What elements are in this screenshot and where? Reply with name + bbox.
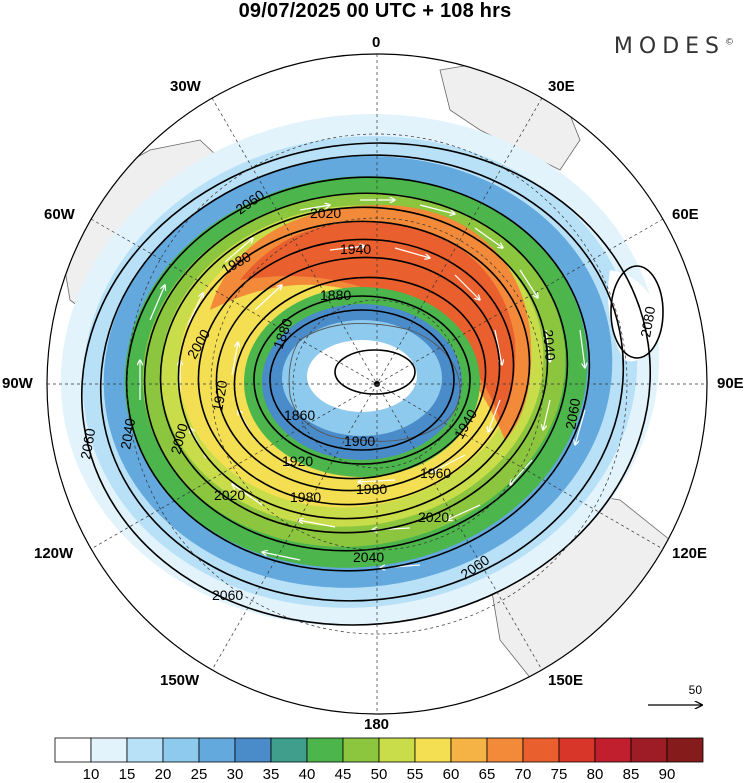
colorbar-swatch bbox=[450, 737, 488, 763]
colorbar-tick-label: 20 bbox=[154, 766, 172, 783]
modes-logo: MODES© bbox=[614, 34, 734, 59]
colorbar-tick-label: 75 bbox=[550, 766, 568, 783]
lon-label-0: 0 bbox=[372, 34, 381, 51]
colorbar-tick-label: 15 bbox=[118, 766, 136, 783]
colorbar-tick-label: 85 bbox=[622, 766, 640, 783]
graticule bbox=[47, 54, 707, 714]
colorbar-swatch bbox=[306, 737, 344, 763]
colorbar-swatch bbox=[234, 737, 272, 763]
lon-label-30w: 30W bbox=[170, 78, 201, 95]
contour-label-2040: 2040 bbox=[117, 417, 138, 451]
contour-label-1920b: 1920 bbox=[209, 379, 230, 413]
colorbar-swatch bbox=[522, 737, 560, 763]
colorbar-tick-label: 65 bbox=[478, 766, 496, 783]
colorbar-tick-label: 50 bbox=[370, 766, 388, 783]
map-title: 09/07/2025 00 UTC + 108 hrs bbox=[238, 0, 512, 22]
colorbar-tick-label: 25 bbox=[190, 766, 208, 783]
colorbar-tick-label: 70 bbox=[514, 766, 532, 783]
contour-label-2020: 2020 bbox=[310, 205, 341, 221]
colorbar-tick-label: 10 bbox=[82, 766, 100, 783]
lon-label-150w: 150W bbox=[160, 672, 200, 689]
colorbar-tick-label: 45 bbox=[334, 766, 352, 783]
map-disk bbox=[47, 54, 707, 714]
lon-label-150e: 150E bbox=[548, 672, 584, 689]
colorbar-swatch bbox=[558, 737, 596, 763]
colorbar-tick-label: 40 bbox=[298, 766, 316, 783]
lon-label-90w: 90W bbox=[2, 375, 33, 392]
lon-label-180: 180 bbox=[364, 716, 390, 733]
lon-label-90e: 90E bbox=[717, 375, 744, 392]
colorbar-swatch bbox=[90, 737, 128, 763]
contour-label-1920: 1920 bbox=[282, 453, 313, 469]
brand-name: MODES bbox=[613, 34, 725, 59]
contour-label-1980: 1980 bbox=[290, 489, 321, 505]
colorbar-swatch bbox=[486, 737, 524, 763]
contour-label-2020b: 2020 bbox=[214, 487, 245, 503]
antarctica-coast bbox=[288, 323, 461, 442]
colorbar-swatch bbox=[594, 737, 632, 763]
contour-label-1960: 1960 bbox=[420, 465, 451, 481]
colorbar bbox=[54, 737, 704, 763]
lon-label-120w: 120W bbox=[34, 545, 74, 562]
contour-label-1880b: 1880 bbox=[320, 287, 351, 303]
contour-label-2000: 2000 bbox=[167, 421, 191, 455]
contour-label-2040c: 2040 bbox=[540, 329, 559, 362]
map-boundary bbox=[46, 53, 708, 715]
colorbar-tick-label: 90 bbox=[658, 766, 676, 783]
colorbar-tick-label: 35 bbox=[262, 766, 280, 783]
colorbar-tick-label: 60 bbox=[442, 766, 460, 783]
lon-label-60e: 60E bbox=[672, 206, 699, 223]
contour-label-2060b: 2060 bbox=[77, 427, 98, 461]
lon-label-120e: 120E bbox=[672, 545, 708, 562]
height-contours bbox=[81, 142, 664, 626]
contour-label-2040b: 2040 bbox=[353, 549, 384, 565]
colorbar-swatch bbox=[342, 737, 380, 763]
contour-label-1860: 1860 bbox=[284, 407, 315, 423]
colorbar-swatch bbox=[162, 737, 200, 763]
contour-label-2060e: 2060 bbox=[562, 397, 583, 431]
contour-label-1940: 1940 bbox=[340, 241, 371, 257]
contour-label-1900: 1900 bbox=[344, 433, 375, 449]
colorbar-tick-label: 30 bbox=[226, 766, 244, 783]
colorbar-swatch bbox=[54, 737, 92, 763]
colorbar-swatch bbox=[126, 737, 164, 763]
colorbar-swatch bbox=[666, 737, 704, 763]
lon-label-60w: 60W bbox=[44, 206, 75, 223]
colorbar-swatch bbox=[198, 737, 236, 763]
colorbar-swatch bbox=[630, 737, 668, 763]
colorbar-tick-label: 55 bbox=[406, 766, 424, 783]
colorbar-swatch bbox=[414, 737, 452, 763]
contour-label-2020c: 2020 bbox=[418, 509, 449, 525]
contour-label-1980b: 1980 bbox=[356, 481, 387, 497]
colorbar-tick-label: 80 bbox=[586, 766, 604, 783]
contour-label-2060c: 2060 bbox=[212, 587, 243, 603]
reference-vector-label: 50 bbox=[688, 683, 702, 697]
colorbar-swatch bbox=[378, 737, 416, 763]
brand-mark: © bbox=[725, 37, 734, 48]
contour-label-2080: 2080 bbox=[637, 305, 658, 339]
colorbar-swatch bbox=[270, 737, 308, 763]
lon-label-30e: 30E bbox=[548, 78, 575, 95]
